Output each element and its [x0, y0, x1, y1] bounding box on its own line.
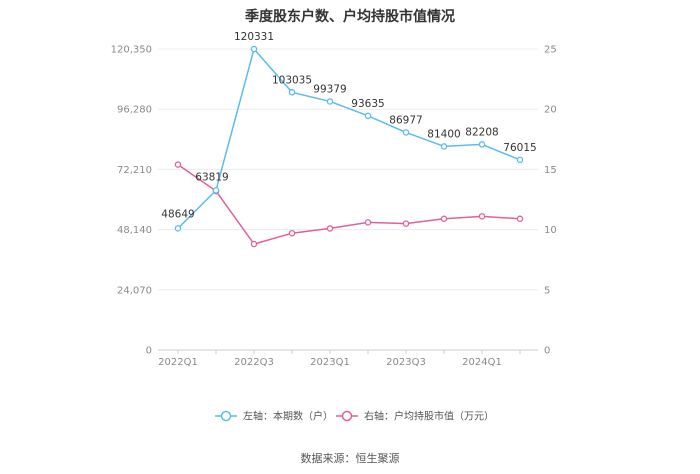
- legend-swatch-marker: [341, 410, 353, 422]
- data-point: [288, 229, 296, 237]
- data-point: [478, 213, 486, 220]
- data-point: [250, 240, 258, 248]
- data-point: [364, 219, 372, 226]
- y-left-tick-label: 120,350: [111, 45, 152, 56]
- y-left-tick-label: 48,140: [117, 225, 152, 236]
- x-tick-label: 2022Q1: [158, 357, 198, 368]
- y-right-tick-label: 15: [544, 165, 557, 176]
- grid: [158, 48, 538, 351]
- data-label: 86977: [389, 114, 422, 126]
- legend-label: 右轴：户均持股市值（万元）: [364, 410, 494, 423]
- data-label: 63819: [195, 171, 228, 183]
- y-right-tick-label: 0: [544, 346, 550, 357]
- data-label: 103035: [272, 74, 312, 86]
- data-point: [250, 45, 258, 53]
- data-point: [174, 161, 182, 168]
- data-label: 120331: [234, 31, 274, 43]
- legend-label: 左轴：本期数（户）: [243, 410, 333, 423]
- data-label: 93635: [351, 98, 384, 110]
- y-left-tick-label: 96,280: [117, 105, 152, 116]
- source-note: 数据来源：恒生聚源: [300, 452, 400, 465]
- data-point: [364, 112, 372, 120]
- data-label: 81400: [427, 128, 460, 140]
- y-right-tick-label: 5: [544, 285, 550, 296]
- data-point: [440, 143, 448, 150]
- data-label: 82208: [465, 126, 498, 138]
- series-line: [177, 47, 521, 229]
- data-label: 76015: [503, 142, 536, 154]
- y-left-tick-label: 0: [146, 346, 152, 357]
- data-label: 99379: [313, 83, 346, 95]
- chart-title: 季度股东户数、户均持股市值情况: [245, 9, 455, 25]
- data-point: [402, 220, 410, 227]
- data-label: 48649: [161, 208, 194, 220]
- axes: 0 0 24,070 5 48,140 10 72,210 15 96,280 20 120,350…: [111, 45, 557, 369]
- y-left-tick-label: 72,210: [117, 165, 152, 176]
- y-right-tick-label: 25: [544, 45, 557, 56]
- legend-swatch-marker: [220, 410, 232, 422]
- data-point: [516, 215, 524, 223]
- series-layer: [174, 45, 524, 248]
- x-tick-label: 2023Q1: [310, 357, 350, 368]
- data-point: [212, 187, 220, 194]
- data-point: [402, 129, 410, 136]
- data-point: [326, 98, 334, 105]
- y-left-tick-label: 24,070: [117, 285, 152, 296]
- x-tick-label: 2024Q1: [462, 357, 502, 368]
- data-point: [174, 225, 182, 232]
- x-tick-label: 2022Q3: [234, 357, 274, 368]
- data-point: [478, 141, 486, 148]
- series-line: [177, 163, 521, 245]
- y-right-tick-label: 10: [544, 225, 557, 236]
- data-point: [440, 215, 448, 223]
- data-point: [516, 156, 524, 164]
- legend: 左轴：本期数（户） 右轴：户均持股市值（万元）: [215, 410, 494, 423]
- x-tick-label: 2023Q3: [386, 357, 426, 368]
- data-point: [326, 225, 334, 232]
- data-point: [288, 89, 296, 96]
- y-right-tick-label: 20: [544, 105, 557, 116]
